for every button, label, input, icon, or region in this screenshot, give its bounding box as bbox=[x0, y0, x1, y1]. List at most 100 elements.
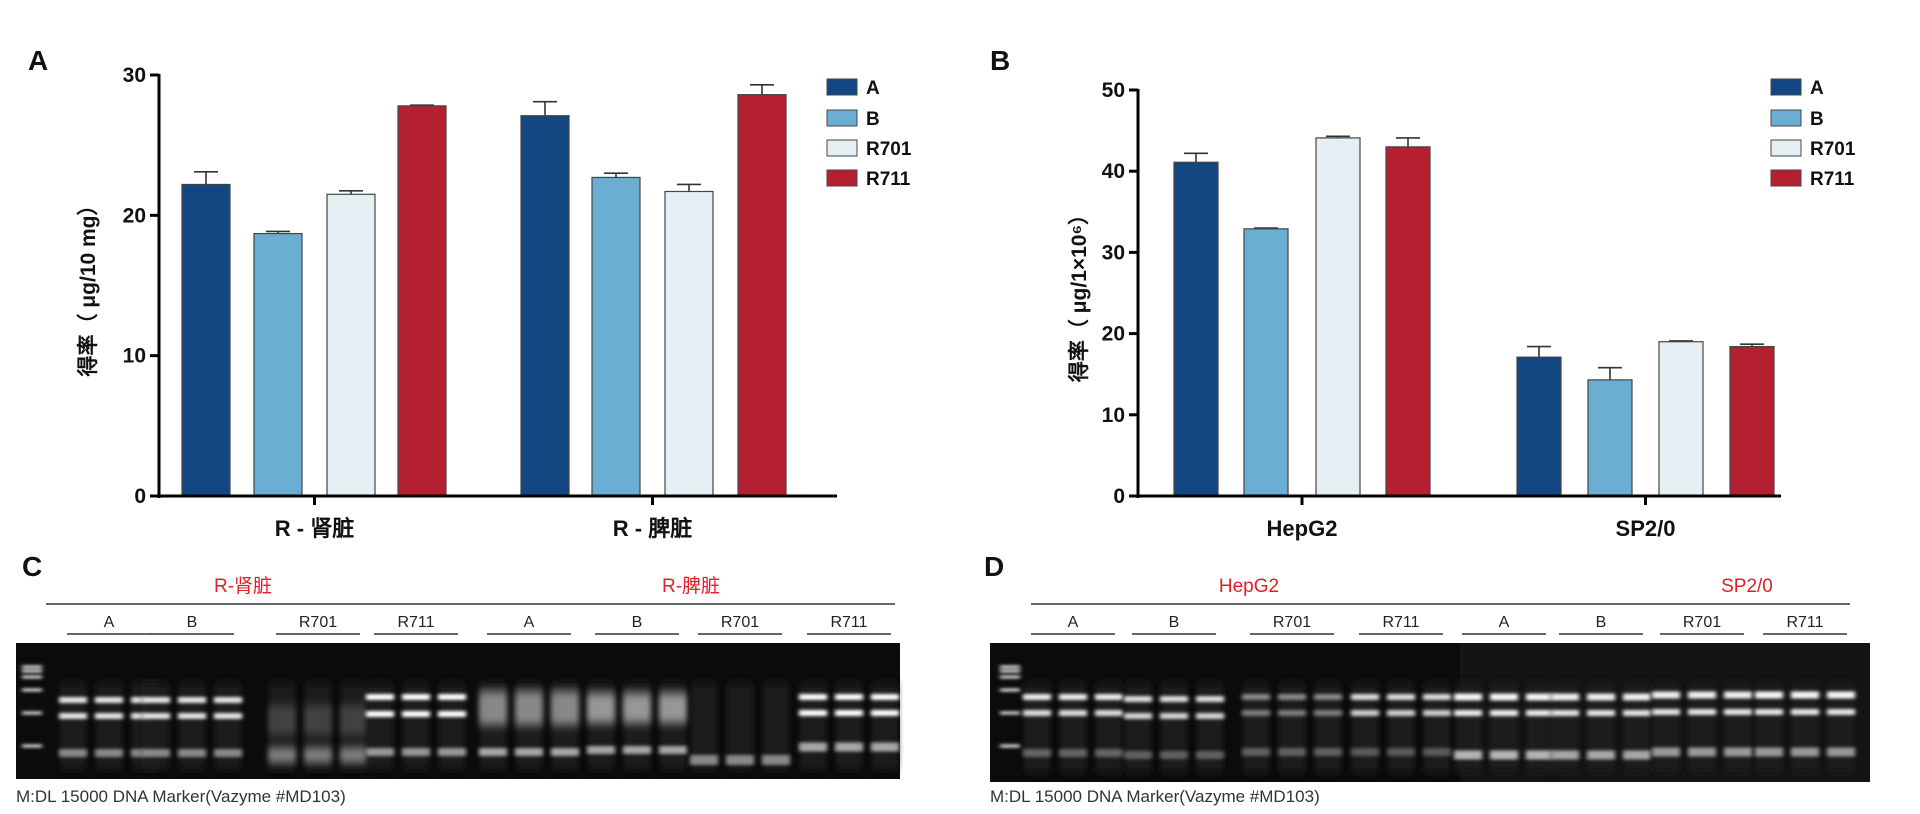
dna-band bbox=[142, 713, 170, 719]
dna-band bbox=[304, 705, 332, 735]
dna-band bbox=[1314, 694, 1342, 700]
dna-band bbox=[1827, 747, 1855, 757]
dna-band bbox=[1454, 710, 1482, 716]
dna-band bbox=[1551, 750, 1579, 760]
dna-band bbox=[1059, 694, 1087, 700]
marker-band bbox=[1000, 688, 1020, 692]
dna-band bbox=[479, 691, 507, 725]
dna-band bbox=[623, 693, 651, 723]
dna-band bbox=[1095, 694, 1123, 700]
marker-band bbox=[1000, 669, 1020, 673]
dna-band bbox=[340, 705, 368, 735]
dna-band bbox=[871, 710, 899, 716]
dna-band bbox=[1791, 691, 1819, 699]
dna-band bbox=[1587, 693, 1615, 701]
gel-header: R-肾脏 bbox=[214, 575, 272, 597]
dna-band bbox=[438, 694, 466, 700]
dna-band bbox=[1387, 694, 1415, 700]
bar-r701 bbox=[1315, 137, 1361, 497]
y-tick-label: 0 bbox=[134, 485, 146, 508]
dna-band bbox=[1351, 748, 1379, 756]
dna-band bbox=[214, 749, 242, 757]
dna-band bbox=[1623, 693, 1651, 701]
x-tick-label: R - 脾脏 bbox=[613, 516, 692, 541]
y-tick-label: 20 bbox=[1102, 323, 1125, 346]
bar-r701 bbox=[664, 190, 714, 497]
legend-label: A bbox=[1810, 78, 1824, 99]
dna-band bbox=[178, 713, 206, 719]
dna-band bbox=[1124, 713, 1152, 719]
legend-swatch-r711 bbox=[826, 169, 858, 187]
lane-group-label: R701 bbox=[1683, 614, 1721, 631]
gel-header: HepG2 bbox=[1219, 576, 1279, 597]
y-tick-label: 10 bbox=[1102, 404, 1125, 427]
y-axis-label: 得率（ μg/1×10⁶） bbox=[1067, 204, 1091, 383]
dna-band bbox=[1196, 713, 1224, 719]
marker-band bbox=[22, 688, 42, 692]
dna-band bbox=[1095, 749, 1123, 757]
dna-band bbox=[268, 705, 296, 735]
dna-band bbox=[1652, 747, 1680, 757]
dna-band bbox=[835, 742, 863, 752]
legend-label: R711 bbox=[866, 169, 911, 190]
legend-swatch-b bbox=[826, 109, 858, 127]
legend-swatch-r701 bbox=[1770, 139, 1802, 157]
marker-band bbox=[1000, 675, 1020, 679]
dna-band bbox=[1587, 750, 1615, 760]
y-tick-label: 0 bbox=[1113, 485, 1125, 508]
dna-band bbox=[1095, 710, 1123, 716]
dna-band bbox=[835, 694, 863, 700]
dna-band bbox=[366, 711, 394, 717]
gel-panel-d: D HepG2 SP2/0 A B R701 R711 A B R701 R711 M:DL 1500… bbox=[984, 551, 1870, 806]
dna-band bbox=[438, 711, 466, 717]
dna-band bbox=[1827, 691, 1855, 699]
panel-label: B bbox=[990, 45, 1010, 76]
legend-label: R701 bbox=[1810, 139, 1856, 160]
dna-band bbox=[1587, 710, 1615, 716]
dna-band bbox=[402, 711, 430, 717]
x-tick-label: SP2/0 bbox=[1616, 516, 1676, 541]
dna-band bbox=[871, 694, 899, 700]
dna-band bbox=[1724, 747, 1752, 757]
dna-band bbox=[1160, 713, 1188, 719]
dna-band bbox=[1023, 694, 1051, 700]
dna-band bbox=[799, 742, 827, 752]
legend-label: B bbox=[1810, 109, 1824, 130]
dna-band bbox=[1242, 694, 1270, 700]
dna-band bbox=[1023, 749, 1051, 757]
lane-smear bbox=[727, 683, 753, 769]
dna-band bbox=[142, 697, 170, 703]
dna-band bbox=[1755, 747, 1783, 757]
bar-r711 bbox=[1385, 146, 1431, 497]
dna-band bbox=[59, 697, 87, 703]
dna-band bbox=[1278, 748, 1306, 756]
dna-band bbox=[726, 755, 754, 765]
dna-band bbox=[214, 697, 242, 703]
dna-band bbox=[623, 746, 651, 754]
y-tick-label: 10 bbox=[123, 345, 146, 368]
dna-band bbox=[1351, 694, 1379, 700]
y-axis-label: 得率（ μg/10 mg） bbox=[76, 194, 100, 377]
y-tick-label: 50 bbox=[1102, 79, 1125, 102]
legend-swatch-a bbox=[1770, 78, 1802, 96]
dna-band bbox=[587, 746, 615, 754]
bar-r701 bbox=[1658, 341, 1704, 497]
lane-group-label: A bbox=[104, 614, 115, 631]
dna-band bbox=[1242, 748, 1270, 756]
dna-band bbox=[1490, 750, 1518, 760]
dna-band bbox=[1454, 693, 1482, 701]
dna-band bbox=[835, 710, 863, 716]
dna-band bbox=[1791, 709, 1819, 715]
gel-panel-c: C R-肾脏 R-脾脏 A B R701 R711 A B R701 R711 M:DL 15000 … bbox=[16, 551, 900, 806]
dna-band bbox=[551, 748, 579, 756]
marker-band bbox=[1000, 665, 1020, 669]
dna-band bbox=[515, 748, 543, 756]
legend-label: R711 bbox=[1810, 169, 1855, 190]
dna-band bbox=[799, 694, 827, 700]
dna-band bbox=[1724, 691, 1752, 699]
dna-band bbox=[1526, 693, 1554, 701]
dna-band bbox=[1387, 748, 1415, 756]
bar-r711 bbox=[737, 94, 787, 497]
dna-band bbox=[178, 697, 206, 703]
